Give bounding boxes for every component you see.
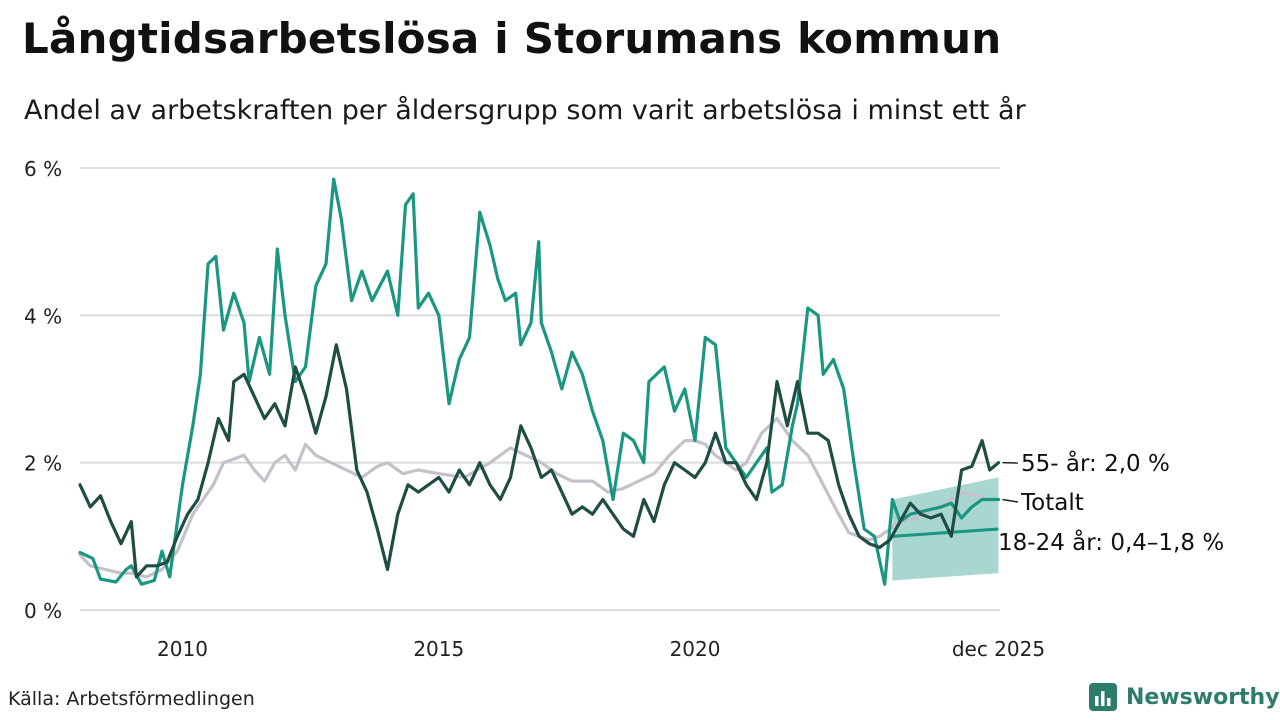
x-tick-label: 2020 xyxy=(670,637,721,661)
gridlines xyxy=(80,167,1000,611)
chart-title: Långtidsarbetslösa i Storumans kommun xyxy=(22,14,1002,63)
uncertainty-band xyxy=(892,477,999,581)
chart-subtitle: Andel av arbetskraften per åldersgrupp s… xyxy=(24,95,1026,126)
x-tick-label: 2010 xyxy=(157,637,208,661)
series-lines xyxy=(78,177,1001,586)
end-label-series-total: Totalt xyxy=(1020,490,1084,516)
source-note: Källa: Arbetsförmedlingen xyxy=(8,688,255,710)
x-tick-label: dec 2025 xyxy=(952,637,1045,661)
end-label-series-18-24: 18-24 år: 0,4–1,8 % xyxy=(998,528,1224,556)
label-leader xyxy=(1002,498,1019,503)
y-tick-label: 6 % xyxy=(24,157,62,181)
end-labels: Totalt 18-24 år: 0,4–1,8 % 55- år: 2,0 % xyxy=(998,449,1224,556)
y-tick-label: 4 % xyxy=(24,304,62,328)
band-18-24 xyxy=(892,477,999,581)
brand-name: Newsworthy xyxy=(1126,684,1280,710)
bar-chart-icon xyxy=(1089,683,1117,711)
series-18-24 xyxy=(78,177,1001,586)
band-mid-line xyxy=(892,527,999,538)
y-tick-label: 0 % xyxy=(24,599,62,623)
axis-labels: 0 % 2 % 4 % 6 % 2010 2015 2020 dec 2025 xyxy=(24,157,1045,661)
end-label-series-55: 55- år: 2,0 % xyxy=(1021,449,1170,477)
series-55 xyxy=(78,343,1001,579)
brand-logo: Newsworthy xyxy=(1088,682,1280,712)
x-tick-label: 2015 xyxy=(413,637,464,661)
y-tick-label: 2 % xyxy=(24,452,62,476)
